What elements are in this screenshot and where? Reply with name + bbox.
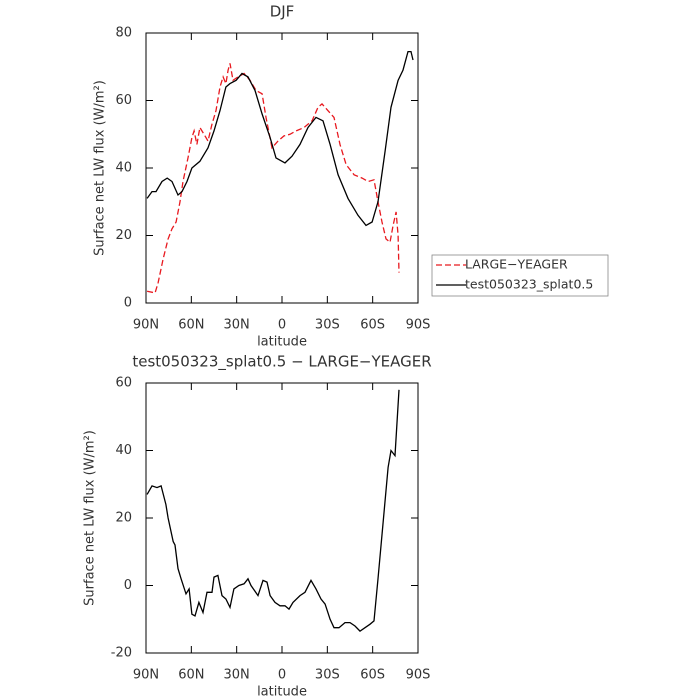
y-tick-label: 60 bbox=[115, 93, 132, 108]
plot-frame bbox=[145, 32, 419, 304]
x-tick-label: 60S bbox=[360, 318, 385, 333]
y-axis-label: Surface net LW flux (W/m²) bbox=[83, 430, 98, 606]
x-tick-label: 30S bbox=[315, 318, 340, 333]
x-tick-label: 60N bbox=[178, 668, 204, 683]
plot-frame bbox=[145, 382, 419, 654]
y-tick-label: 20 bbox=[115, 511, 132, 526]
data-line bbox=[146, 389, 400, 632]
legend-label: test050323_splat0.5 bbox=[465, 277, 593, 292]
chart-title: DJF bbox=[270, 3, 295, 21]
data-line bbox=[146, 50, 414, 227]
y-axis-label: Surface net LW flux (W/m²) bbox=[93, 80, 108, 256]
x-tick-label: 90N bbox=[133, 668, 159, 683]
y-tick-label: 60 bbox=[115, 376, 132, 391]
y-tick-label: 40 bbox=[115, 443, 132, 458]
chart-title: test050323_splat0.5 − LARGE−YEAGER bbox=[132, 353, 431, 372]
x-tick-label: 30S bbox=[315, 668, 340, 683]
y-tick-label: 40 bbox=[115, 161, 132, 176]
legend-label: LARGE−YEAGER bbox=[465, 257, 568, 272]
x-tick-label: 90N bbox=[133, 318, 159, 333]
x-axis-label: latitude bbox=[257, 335, 307, 350]
y-tick-label: 80 bbox=[115, 26, 132, 41]
y-tick-label: 0 bbox=[124, 578, 132, 593]
data-line bbox=[146, 63, 400, 294]
x-tick-label: 90S bbox=[406, 668, 431, 683]
y-tick-label: 0 bbox=[124, 296, 132, 311]
x-tick-label: 0 bbox=[278, 668, 286, 683]
x-tick-label: 60S bbox=[360, 668, 385, 683]
legend-box bbox=[431, 254, 609, 297]
x-tick-label: 60N bbox=[178, 318, 204, 333]
y-tick-label: -20 bbox=[111, 646, 132, 661]
y-tick-label: 20 bbox=[115, 228, 132, 243]
x-axis-label: latitude bbox=[257, 685, 307, 700]
x-tick-label: 90S bbox=[406, 318, 431, 333]
x-tick-label: 30N bbox=[224, 318, 250, 333]
x-tick-label: 30N bbox=[224, 668, 250, 683]
x-tick-label: 0 bbox=[278, 318, 286, 333]
